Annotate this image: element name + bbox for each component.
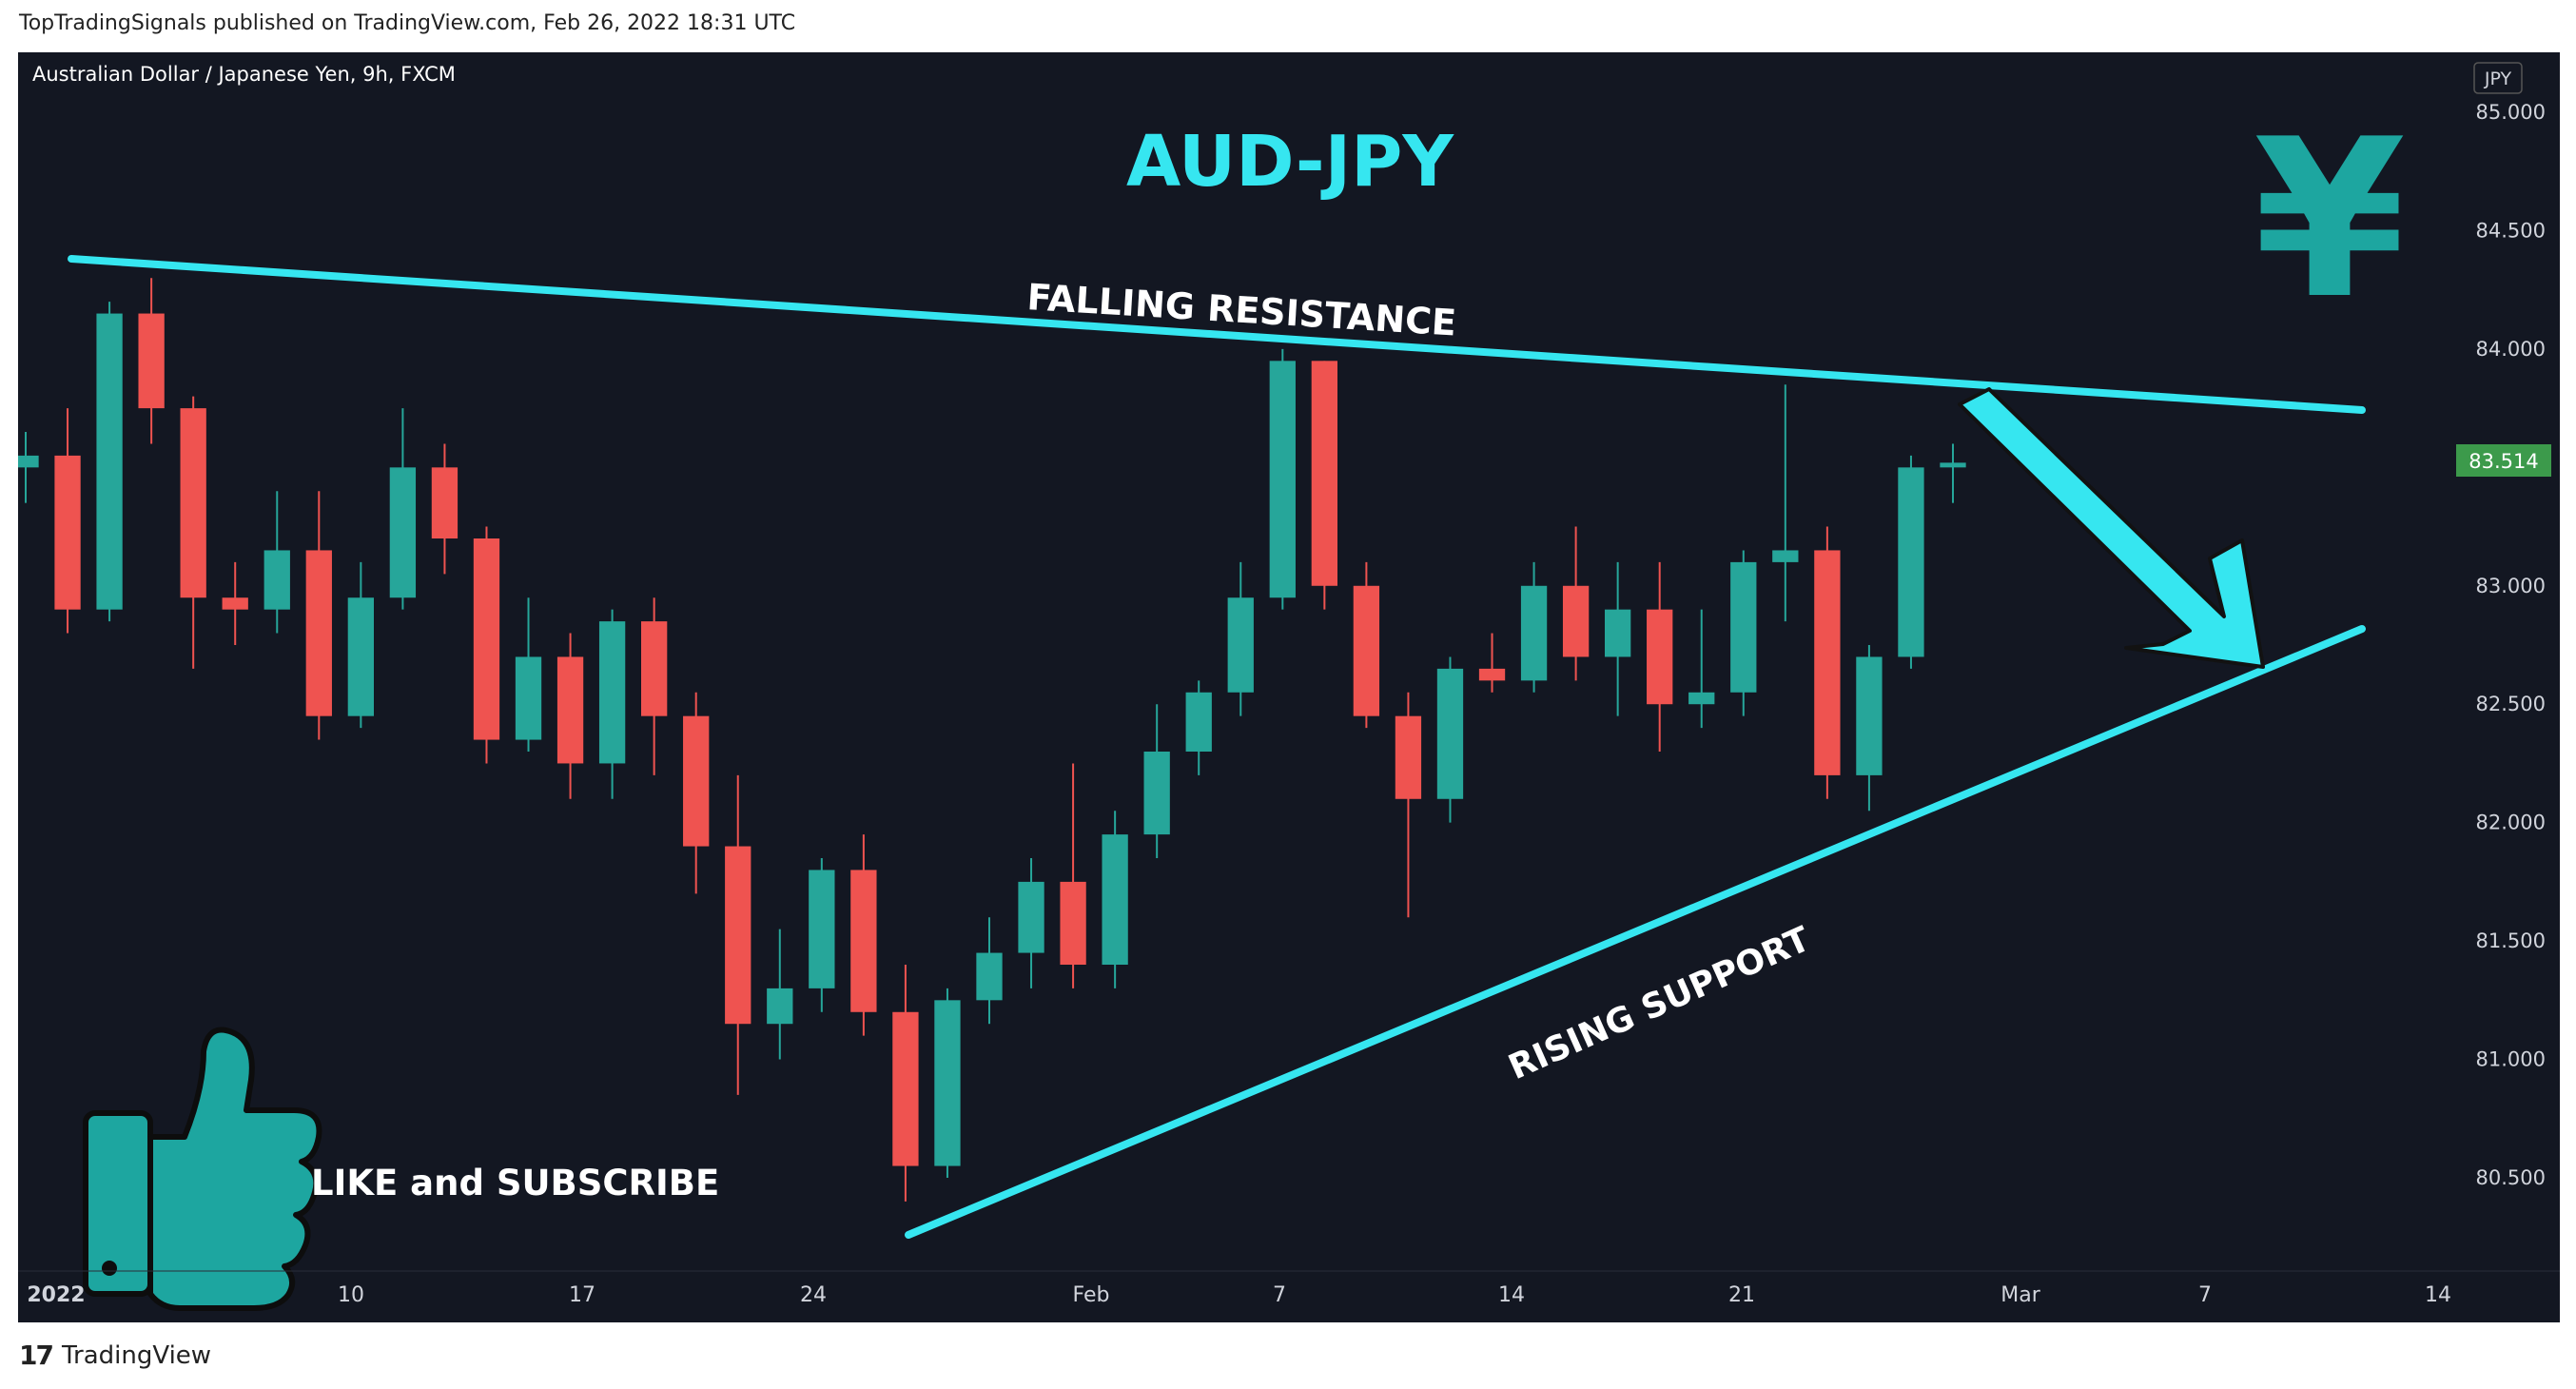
candle-body[interactable] xyxy=(12,455,39,468)
candle-body[interactable] xyxy=(473,538,500,740)
candle-body[interactable] xyxy=(1730,561,1757,693)
publish-info: TopTradingSignals published on TradingVi… xyxy=(19,11,796,35)
thumb-cuff-dot xyxy=(102,1261,117,1276)
candle-body[interactable] xyxy=(1562,585,1590,657)
candle-body[interactable] xyxy=(515,656,542,740)
candle-body[interactable] xyxy=(1018,881,1044,953)
candle-body[interactable] xyxy=(1856,656,1883,775)
candle-body[interactable] xyxy=(1520,585,1548,681)
chart-panel[interactable]: AUD-JPY FALLING RESISTANCE RISING SUPPOR… xyxy=(12,52,2560,1322)
price-tick-label: 84.000 xyxy=(2476,338,2546,361)
time-tick-label: 7 xyxy=(1273,1283,1286,1307)
candle-body[interactable] xyxy=(1143,752,1170,835)
thumbs-up-icon[interactable] xyxy=(83,1027,322,1311)
tradingview-logo-icon: 17 xyxy=(19,1340,54,1371)
time-tick-label: 17 xyxy=(569,1283,595,1307)
cta-text: LIKE and SUBSCRIBE xyxy=(311,1163,719,1203)
chart-background xyxy=(18,52,2560,1322)
candle-body[interactable] xyxy=(1772,550,1799,562)
candle-body[interactable] xyxy=(1395,715,1422,799)
candle-body[interactable] xyxy=(347,597,375,716)
price-tick-label: 85.000 xyxy=(2476,101,2546,124)
candle-body[interactable] xyxy=(138,313,165,409)
candle-body[interactable] xyxy=(640,621,668,716)
falling-resistance-line[interactable] xyxy=(68,255,2366,414)
price-tick-label: 82.000 xyxy=(2476,812,2546,834)
candle-body[interactable] xyxy=(389,467,417,598)
candle-body[interactable] xyxy=(1102,834,1128,965)
time-tick-label: 14 xyxy=(1498,1283,1525,1307)
time-tick-label: 2022 xyxy=(27,1283,85,1307)
candle-body[interactable] xyxy=(556,656,584,764)
candle-body[interactable] xyxy=(1185,692,1212,752)
candle-body[interactable] xyxy=(1227,597,1254,693)
candle-body[interactable] xyxy=(850,870,877,1012)
currency-badge[interactable] xyxy=(2473,62,2523,94)
candle-body[interactable] xyxy=(1940,462,1966,468)
candle-body[interactable] xyxy=(683,715,710,847)
candle-body[interactable] xyxy=(1898,467,1924,657)
candle-body[interactable] xyxy=(222,597,248,610)
candle-body[interactable] xyxy=(263,550,290,610)
time-tick-label: 21 xyxy=(1728,1283,1755,1307)
candle-body[interactable] xyxy=(96,313,123,610)
price-tick-label: 84.500 xyxy=(2476,219,2546,242)
candle-body[interactable] xyxy=(934,1000,961,1166)
candle-body[interactable] xyxy=(1269,361,1296,598)
time-tick-label: 24 xyxy=(800,1283,827,1307)
candlestick-chart[interactable]: AUD-JPY FALLING RESISTANCE RISING SUPPOR… xyxy=(12,52,2560,1322)
time-tick-label: 10 xyxy=(338,1283,364,1307)
candle-body[interactable] xyxy=(1060,881,1086,965)
tradingview-brand[interactable]: 17 TradingView xyxy=(19,1340,211,1371)
down-arrow-annotation[interactable] xyxy=(1958,387,2265,669)
candle-body[interactable] xyxy=(1604,609,1631,657)
yen-icon: ¥ xyxy=(2254,93,2406,347)
price-tick-label: 81.500 xyxy=(2476,929,2546,952)
candle-body[interactable] xyxy=(1436,668,1464,799)
candle-body[interactable] xyxy=(1814,550,1841,775)
candle-body[interactable] xyxy=(725,846,751,1025)
candle-body[interactable] xyxy=(305,550,332,716)
time-tick-label: Mar xyxy=(2000,1283,2040,1307)
candle-body[interactable] xyxy=(1647,609,1673,705)
price-axis[interactable]: 85.00084.50084.00083.50083.00082.50082.0… xyxy=(2476,101,2546,1189)
time-tick-label: 7 xyxy=(2198,1283,2212,1307)
candle-body[interactable] xyxy=(767,988,793,1025)
candle-body[interactable] xyxy=(976,952,1003,1001)
brand-name: TradingView xyxy=(61,1340,212,1370)
currency-label: JPY xyxy=(2484,68,2512,89)
last-price-text: 83.514 xyxy=(2469,450,2538,473)
price-tick-label: 82.500 xyxy=(2476,693,2546,715)
chart-title: AUD-JPY xyxy=(1126,121,1454,203)
price-tick-label: 83.000 xyxy=(2476,575,2546,597)
candle-body[interactable] xyxy=(809,870,835,988)
price-tick-label: 80.500 xyxy=(2476,1166,2546,1189)
candles-group xyxy=(12,278,1966,1202)
candle-body[interactable] xyxy=(892,1011,919,1166)
candle-body[interactable] xyxy=(54,455,81,610)
last-price-bg xyxy=(2456,444,2551,477)
last-price-badge: 83.514 xyxy=(2456,444,2551,477)
candle-body[interactable] xyxy=(431,467,459,538)
candle-body[interactable] xyxy=(1311,361,1338,586)
symbol-info: Australian Dollar / Japanese Yen, 9h, FX… xyxy=(32,63,456,86)
rising-support-line[interactable] xyxy=(905,625,2366,1239)
time-tick-label: Feb xyxy=(1073,1283,1110,1307)
candle-body[interactable] xyxy=(1353,585,1380,716)
candle-body[interactable] xyxy=(180,408,206,598)
time-tick-label: 14 xyxy=(2425,1283,2451,1307)
candle-body[interactable] xyxy=(1688,692,1715,705)
candle-body[interactable] xyxy=(598,621,626,764)
candle-body[interactable] xyxy=(1478,668,1506,681)
time-axis[interactable]: 2022 10 17 24 Feb 7 14 21 Mar 7 14 xyxy=(27,1283,2451,1307)
price-tick-label: 81.000 xyxy=(2476,1048,2546,1071)
